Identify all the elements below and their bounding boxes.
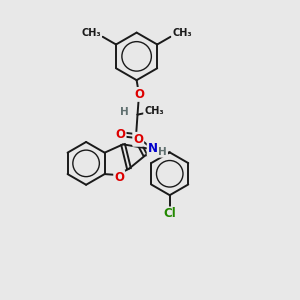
Text: O: O <box>134 88 144 101</box>
Text: N: N <box>148 142 158 155</box>
Text: Cl: Cl <box>163 207 176 220</box>
Text: O: O <box>133 133 143 146</box>
Text: H: H <box>120 107 128 117</box>
Text: CH₃: CH₃ <box>82 28 101 38</box>
Text: H: H <box>158 147 167 157</box>
Text: O: O <box>114 171 124 184</box>
Text: CH₃: CH₃ <box>172 28 192 38</box>
Text: CH₃: CH₃ <box>144 106 164 116</box>
Text: O: O <box>116 128 126 141</box>
